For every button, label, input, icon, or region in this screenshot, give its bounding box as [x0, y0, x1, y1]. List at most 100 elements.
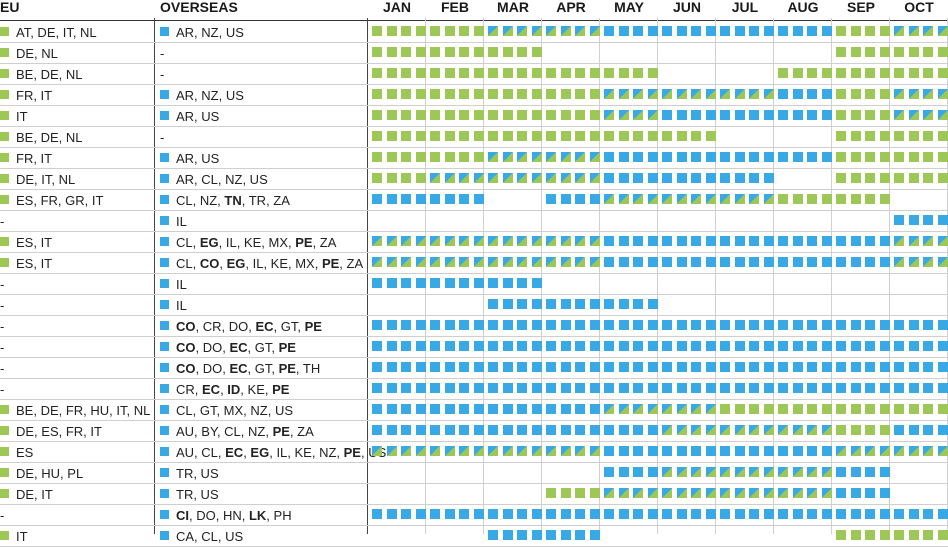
mixed-week-square [894, 446, 904, 456]
eu-week-square [908, 68, 919, 78]
overseas-week-square [836, 383, 846, 393]
eu-week-square [879, 47, 890, 57]
overseas-week-square [720, 320, 730, 330]
overseas-week-square [372, 425, 382, 435]
eu-week-square [879, 404, 890, 414]
mixed-week-square [401, 236, 411, 246]
overseas-week-square [502, 404, 513, 414]
month-header-sep: SEP [846, 0, 875, 15]
overseas-week-square [401, 425, 411, 435]
overseas-week-square [879, 257, 890, 267]
overseas-week-square [604, 509, 614, 519]
overseas-week-square [531, 509, 542, 519]
row-divider [0, 168, 948, 169]
overseas-week-square [720, 152, 730, 162]
eu-week-square [923, 173, 933, 183]
month-header-oct: OCT [904, 0, 934, 15]
mixed-week-square [459, 257, 469, 267]
overseas-week-square [575, 194, 585, 204]
overseas-marker-icon [160, 258, 169, 267]
overseas-week-square [691, 446, 701, 456]
overseas-country-text: , GT, [247, 361, 279, 376]
mixed-week-square [763, 194, 774, 204]
eu-week-square [734, 404, 745, 414]
mixed-week-square [676, 89, 687, 99]
mixed-week-square [546, 236, 556, 246]
overseas-week-square [633, 173, 643, 183]
overseas-week-square [488, 530, 498, 540]
eu-week-square [865, 530, 875, 540]
overseas-week-square [734, 446, 745, 456]
mixed-week-square [386, 257, 397, 267]
overseas-country-text: AU, CL, [176, 445, 226, 460]
eu-week-square [589, 110, 600, 120]
mixed-week-square [749, 425, 759, 435]
overseas-country-text: , TR, ZA [241, 193, 290, 208]
overseas-country-bold: EG [226, 256, 246, 271]
overseas-countries: CL, CO, EG, IL, KE, MX, PE, ZA [176, 256, 363, 271]
mixed-week-square [546, 26, 556, 36]
mixed-week-square [560, 257, 571, 267]
overseas-week-square [720, 110, 730, 120]
eu-week-square [937, 68, 948, 78]
eu-week-square [560, 89, 571, 99]
overseas-week-square [560, 383, 571, 393]
overseas-week-square [894, 341, 904, 351]
eu-week-square [372, 110, 382, 120]
overseas-country-text: , GT, [247, 340, 279, 355]
overseas-week-square [575, 404, 585, 414]
overseas-week-square [546, 341, 556, 351]
mixed-week-square [705, 404, 716, 414]
eu-week-square [459, 110, 469, 120]
overseas-week-square [618, 509, 629, 519]
grid-divider [831, 18, 832, 534]
eu-week-square [575, 131, 585, 141]
overseas-week-square [691, 509, 701, 519]
overseas-week-square [633, 446, 643, 456]
eu-week-square [401, 26, 411, 36]
eu-week-square [473, 26, 484, 36]
overseas-week-square [850, 341, 861, 351]
overseas-week-square [821, 509, 832, 519]
month-header-jan: JAN [382, 0, 411, 15]
mixed-week-square [430, 173, 440, 183]
mixed-week-square [589, 257, 600, 267]
eu-week-square [937, 152, 948, 162]
overseas-week-square [531, 320, 542, 330]
overseas-week-square [488, 509, 498, 519]
mixed-week-square [415, 236, 426, 246]
eu-marker-icon [0, 174, 9, 183]
row-divider [0, 504, 948, 505]
overseas-week-square [618, 173, 629, 183]
eu-week-square [908, 131, 919, 141]
overseas-week-square [415, 425, 426, 435]
overseas-week-square [473, 383, 484, 393]
overseas-week-square [401, 509, 411, 519]
overseas-country-text: , IL, KE, MX, [245, 256, 322, 271]
eu-countries: IT [16, 109, 28, 124]
mixed-week-square [633, 404, 643, 414]
eu-week-square [923, 68, 933, 78]
overseas-week-square [778, 236, 788, 246]
overseas-week-square [618, 299, 629, 309]
overseas-week-square [488, 320, 498, 330]
mixed-week-square [488, 152, 498, 162]
eu-week-square [517, 110, 527, 120]
overseas-week-square [604, 236, 614, 246]
mixed-week-square [763, 425, 774, 435]
overseas-country-bold: EC [229, 340, 248, 355]
overseas-week-square [531, 278, 542, 288]
row-divider [0, 210, 948, 211]
overseas-week-square [459, 278, 469, 288]
mixed-week-square [763, 467, 774, 477]
overseas-countries: - [160, 130, 164, 145]
overseas-country-text: , ZA [312, 235, 337, 250]
overseas-week-square [415, 404, 426, 414]
eu-week-square [879, 89, 890, 99]
overseas-marker-icon [160, 279, 169, 288]
mixed-week-square [923, 26, 933, 36]
mixed-week-square [647, 404, 658, 414]
table-row: DE, ES, FR, IT AU, BY, CL, NZ, PE, ZA [0, 421, 948, 442]
mixed-week-square [633, 488, 643, 498]
overseas-week-square [517, 383, 527, 393]
